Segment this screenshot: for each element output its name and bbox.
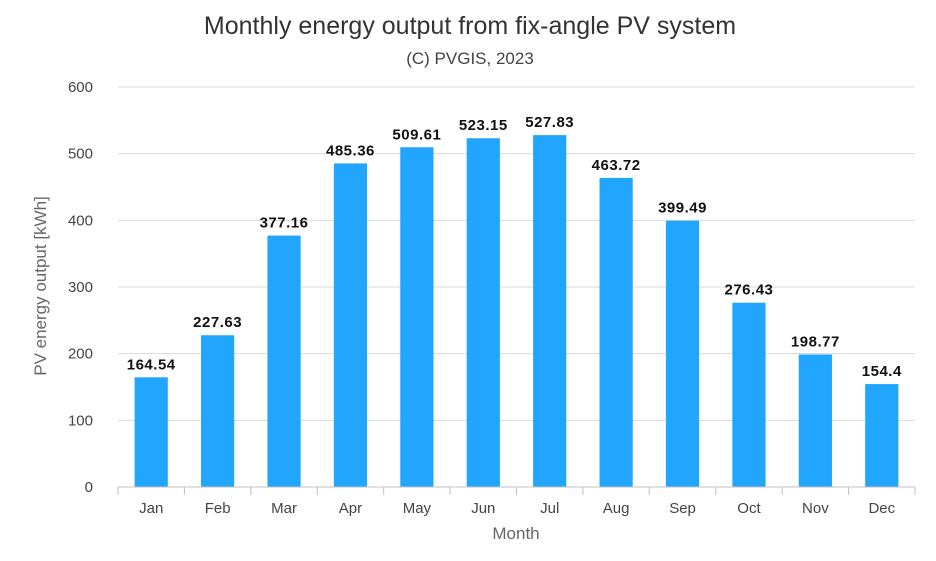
- bar-apr: [333, 163, 368, 487]
- data-label: 276.43: [725, 282, 774, 299]
- data-label: 523.15: [459, 117, 508, 134]
- bar-nov: [798, 354, 832, 487]
- bar-jan: [134, 377, 168, 487]
- x-tick-label: May: [403, 500, 432, 517]
- data-label: 527.83: [525, 114, 574, 131]
- bar-sep: [665, 220, 700, 487]
- bars: [134, 135, 899, 487]
- x-tick-label: Apr: [339, 500, 362, 517]
- chart-subtitle: (C) PVGIS, 2023: [406, 49, 534, 68]
- x-tick-label: Aug: [603, 500, 630, 517]
- x-tick-label: Feb: [205, 500, 231, 517]
- y-tick-label: 100: [68, 412, 93, 429]
- bar-aug: [599, 177, 633, 487]
- data-label: 485.36: [326, 142, 375, 159]
- bar-mar: [267, 235, 301, 487]
- data-labels: 164.54 227.63 377.16 485.36 509.61 523.15 527.…: [127, 114, 902, 380]
- data-label: 509.61: [392, 126, 441, 143]
- y-tick-label: 400: [68, 212, 93, 229]
- y-tick-label: 300: [68, 279, 93, 296]
- x-tick-label: Dec: [868, 500, 895, 517]
- x-axis-ticks: Jan Feb Mar Apr May Jun Jul Aug Sep Oct Nov Dec: [117, 487, 916, 517]
- x-tick-label: Nov: [802, 500, 829, 517]
- data-label: 198.77: [791, 333, 840, 350]
- x-tick-label: Oct: [737, 500, 761, 517]
- bar-jul: [533, 135, 567, 487]
- data-label: 463.72: [592, 157, 641, 174]
- bar-may: [400, 147, 434, 487]
- bar-oct: [732, 302, 766, 487]
- data-label: 154.4: [862, 363, 902, 380]
- y-tick-label: 0: [85, 479, 93, 496]
- x-tick-label: Sep: [669, 500, 696, 517]
- x-tick-label: Jul: [540, 500, 559, 517]
- y-axis-label: PV energy output [kWh]: [31, 196, 50, 376]
- bar-dec: [865, 384, 899, 487]
- bar-jun: [466, 138, 500, 487]
- y-tick-label: 500: [68, 146, 93, 163]
- x-tick-label: Mar: [271, 500, 297, 517]
- x-axis-label: Month: [492, 524, 539, 543]
- y-tick-label: 600: [68, 79, 93, 96]
- y-tick-label: 200: [68, 346, 93, 363]
- bar-feb: [201, 335, 235, 487]
- x-tick-label: Jun: [471, 500, 495, 517]
- x-tick-label: Jan: [139, 500, 163, 517]
- data-label: 399.49: [658, 200, 707, 217]
- gridlines: [118, 86, 915, 421]
- data-label: 227.63: [193, 314, 242, 331]
- data-label: 377.16: [260, 215, 309, 232]
- chart-title: Monthly energy output from fix-angle PV …: [204, 12, 736, 40]
- y-axis-ticks: 0 100 200 300 400 500 600: [68, 79, 93, 496]
- data-label: 164.54: [127, 356, 176, 373]
